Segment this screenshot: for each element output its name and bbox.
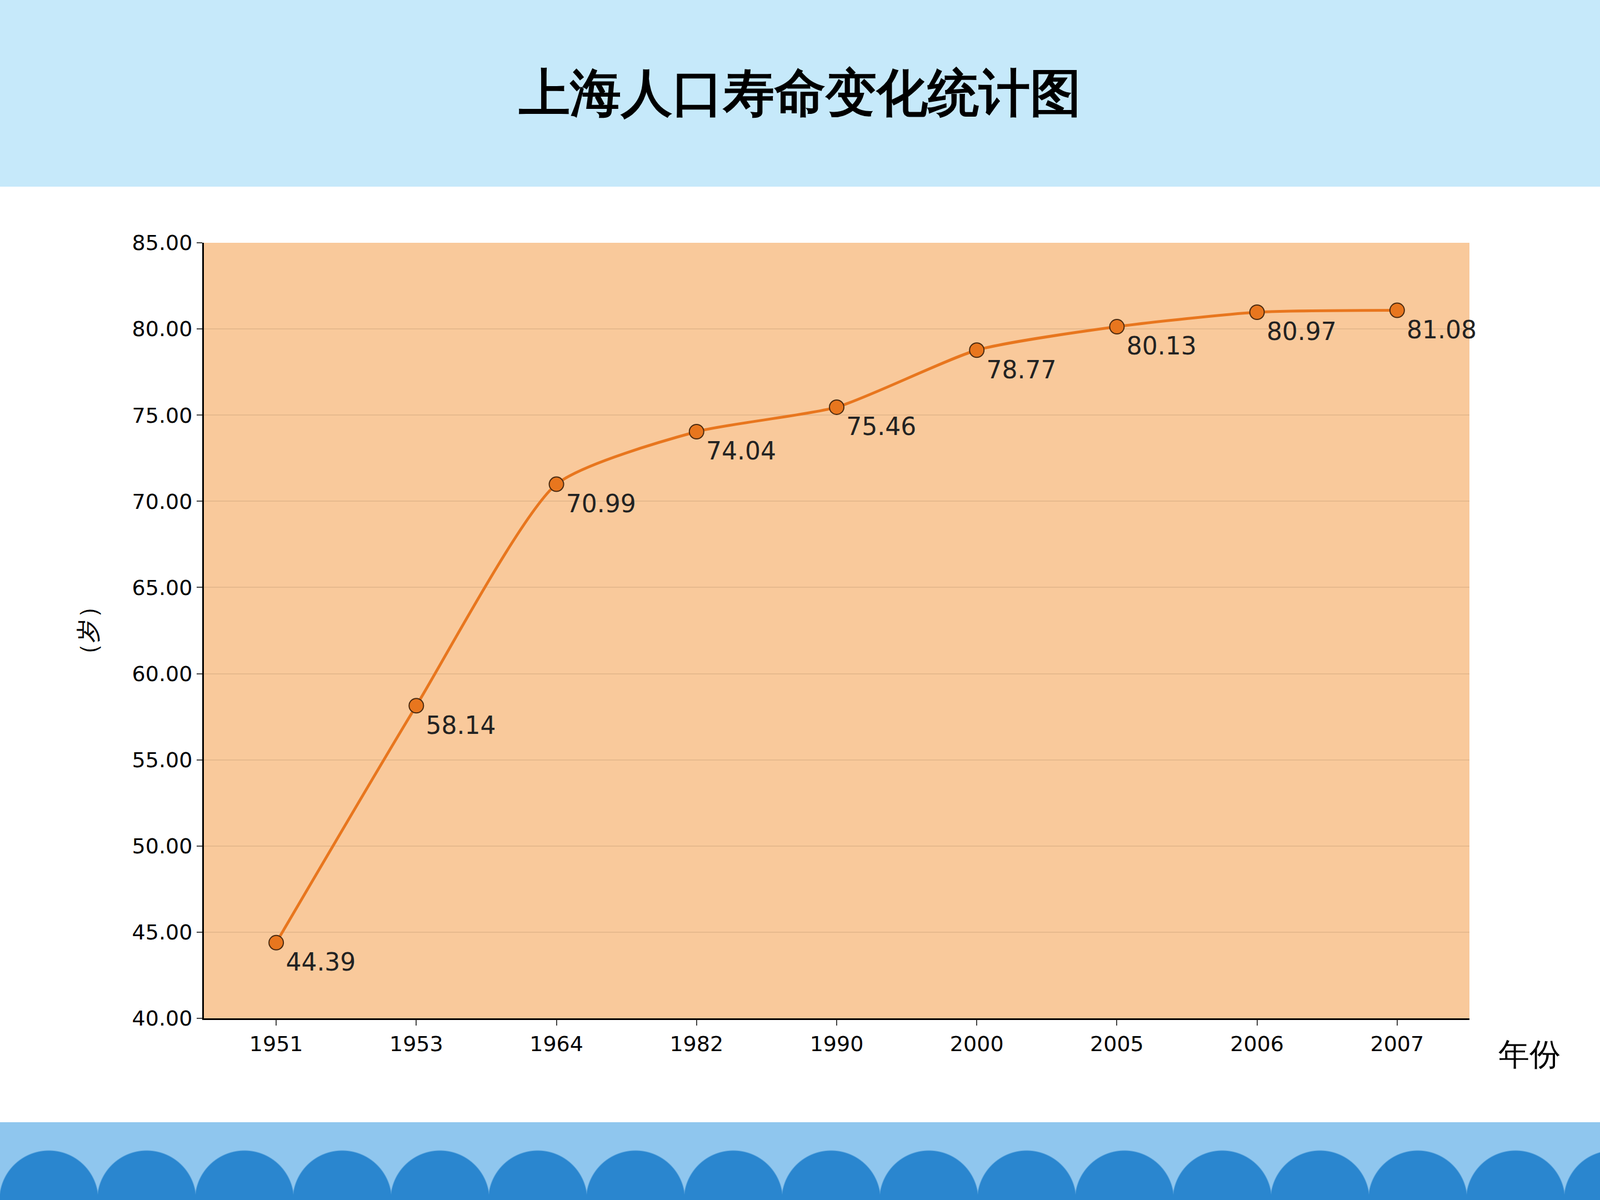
svg-text:年份: 年份 <box>1498 1036 1561 1073</box>
svg-text:78.77: 78.77 <box>986 355 1057 384</box>
svg-text:45.00: 45.00 <box>132 920 193 945</box>
svg-text:74.04: 74.04 <box>706 436 777 465</box>
svg-text:80.97: 80.97 <box>1266 317 1337 346</box>
svg-text:1951: 1951 <box>249 1031 304 1057</box>
svg-text:80.13: 80.13 <box>1126 331 1197 360</box>
svg-text:1964: 1964 <box>529 1031 584 1057</box>
svg-text:40.00: 40.00 <box>132 1006 193 1031</box>
svg-text:70.00: 70.00 <box>132 489 193 514</box>
svg-text:65.00: 65.00 <box>132 575 193 600</box>
svg-text:80.00: 80.00 <box>132 316 193 342</box>
svg-text:70.99: 70.99 <box>566 489 637 518</box>
svg-text:60.00: 60.00 <box>132 661 193 687</box>
html-text:上海人口寿命变化统计图: 上海人口寿命变化统计图 <box>518 62 1082 123</box>
svg-text:2005: 2005 <box>1090 1031 1144 1057</box>
svg-text:44.39: 44.39 <box>285 947 356 977</box>
svg-text:75.00: 75.00 <box>132 403 193 428</box>
svg-text:1953: 1953 <box>389 1031 444 1057</box>
svg-text:75.46: 75.46 <box>846 412 917 441</box>
svg-text:2006: 2006 <box>1230 1031 1284 1057</box>
svg-text:2007: 2007 <box>1370 1031 1424 1057</box>
svg-text:1982: 1982 <box>669 1031 724 1057</box>
svg-text:（岁）: （岁） <box>73 593 103 668</box>
svg-text:50.00: 50.00 <box>132 833 193 859</box>
svg-text:1990: 1990 <box>810 1031 864 1057</box>
svg-text:55.00: 55.00 <box>132 747 193 773</box>
svg-text:85.00: 85.00 <box>132 230 193 255</box>
svg-text:81.08: 81.08 <box>1406 315 1477 344</box>
svg-text:58.14: 58.14 <box>426 711 497 740</box>
svg-text:2000: 2000 <box>950 1031 1004 1057</box>
